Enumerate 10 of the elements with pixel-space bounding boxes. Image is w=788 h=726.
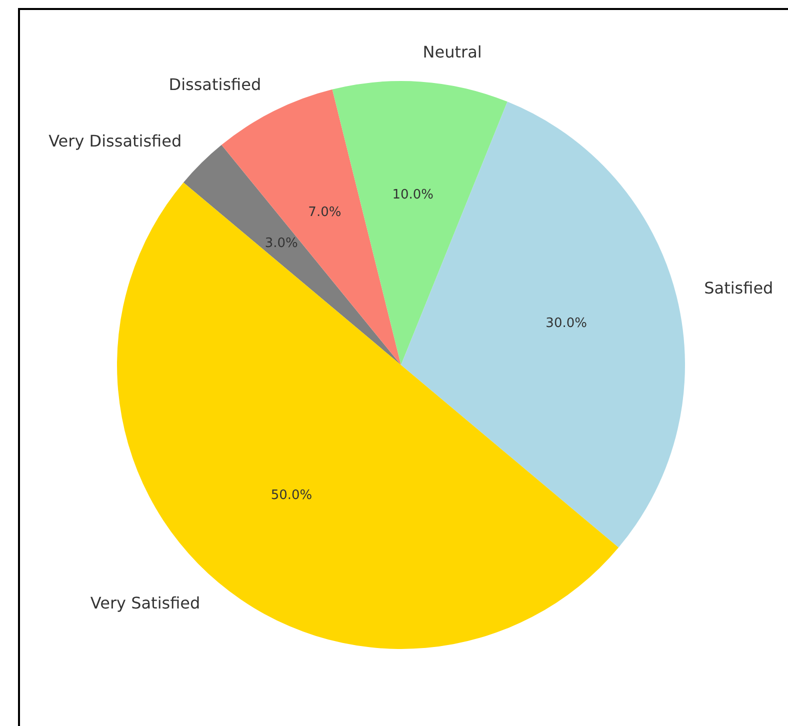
data-label: 3.0% xyxy=(264,236,298,252)
data-label: 7.0% xyxy=(308,205,342,220)
slice-label: Very Satisfied xyxy=(90,593,200,612)
slice-label: Very Dissatisfied xyxy=(48,132,182,151)
data-label: 30.0% xyxy=(546,316,587,332)
data-label: 50.0% xyxy=(270,488,312,503)
slice-label: Satisfied xyxy=(704,278,774,298)
slice-label: Neutral xyxy=(422,42,482,62)
slice-label: Dissatisfied xyxy=(168,74,262,94)
data-label: 10.0% xyxy=(392,187,434,202)
